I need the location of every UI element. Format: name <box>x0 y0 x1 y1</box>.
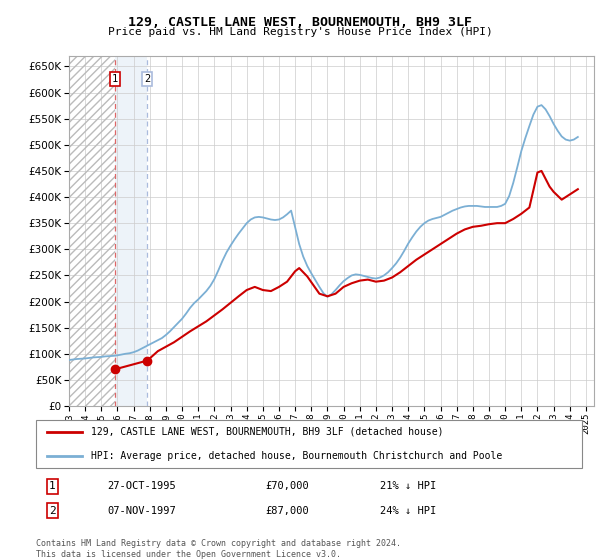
Bar <box>115 56 148 406</box>
Text: 1: 1 <box>49 481 56 491</box>
FancyBboxPatch shape <box>36 420 582 468</box>
Text: Price paid vs. HM Land Registry's House Price Index (HPI): Price paid vs. HM Land Registry's House … <box>107 27 493 37</box>
Bar <box>69 56 115 406</box>
Text: £70,000: £70,000 <box>265 481 309 491</box>
Text: 129, CASTLE LANE WEST, BOURNEMOUTH, BH9 3LF: 129, CASTLE LANE WEST, BOURNEMOUTH, BH9 … <box>128 16 472 29</box>
Text: 21% ↓ HPI: 21% ↓ HPI <box>380 481 436 491</box>
Text: HPI: Average price, detached house, Bournemouth Christchurch and Poole: HPI: Average price, detached house, Bour… <box>91 451 502 461</box>
Text: 2: 2 <box>144 74 151 84</box>
Text: 27-OCT-1995: 27-OCT-1995 <box>107 481 176 491</box>
Text: 1: 1 <box>112 74 118 84</box>
Text: £87,000: £87,000 <box>265 506 309 516</box>
Text: 07-NOV-1997: 07-NOV-1997 <box>107 506 176 516</box>
Text: Contains HM Land Registry data © Crown copyright and database right 2024.
This d: Contains HM Land Registry data © Crown c… <box>36 539 401 559</box>
Text: 2: 2 <box>49 506 56 516</box>
Text: 24% ↓ HPI: 24% ↓ HPI <box>380 506 436 516</box>
Text: 129, CASTLE LANE WEST, BOURNEMOUTH, BH9 3LF (detached house): 129, CASTLE LANE WEST, BOURNEMOUTH, BH9 … <box>91 427 443 437</box>
